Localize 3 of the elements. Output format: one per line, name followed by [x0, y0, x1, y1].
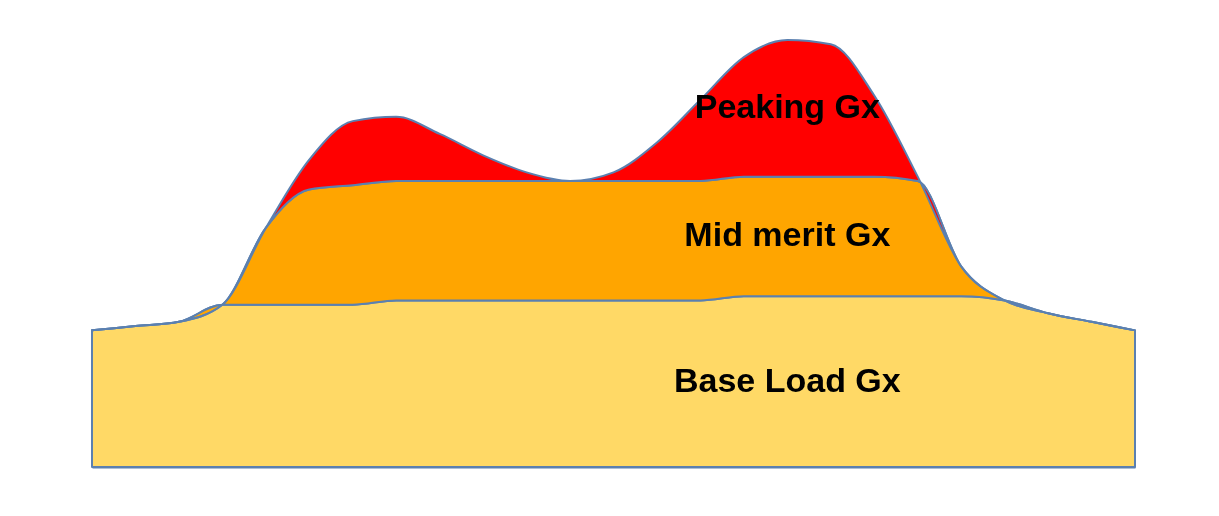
series-label: Mid merit Gx — [684, 215, 891, 254]
series-label: Peaking Gx — [694, 87, 881, 126]
series-label: Base Load Gx — [673, 360, 901, 399]
